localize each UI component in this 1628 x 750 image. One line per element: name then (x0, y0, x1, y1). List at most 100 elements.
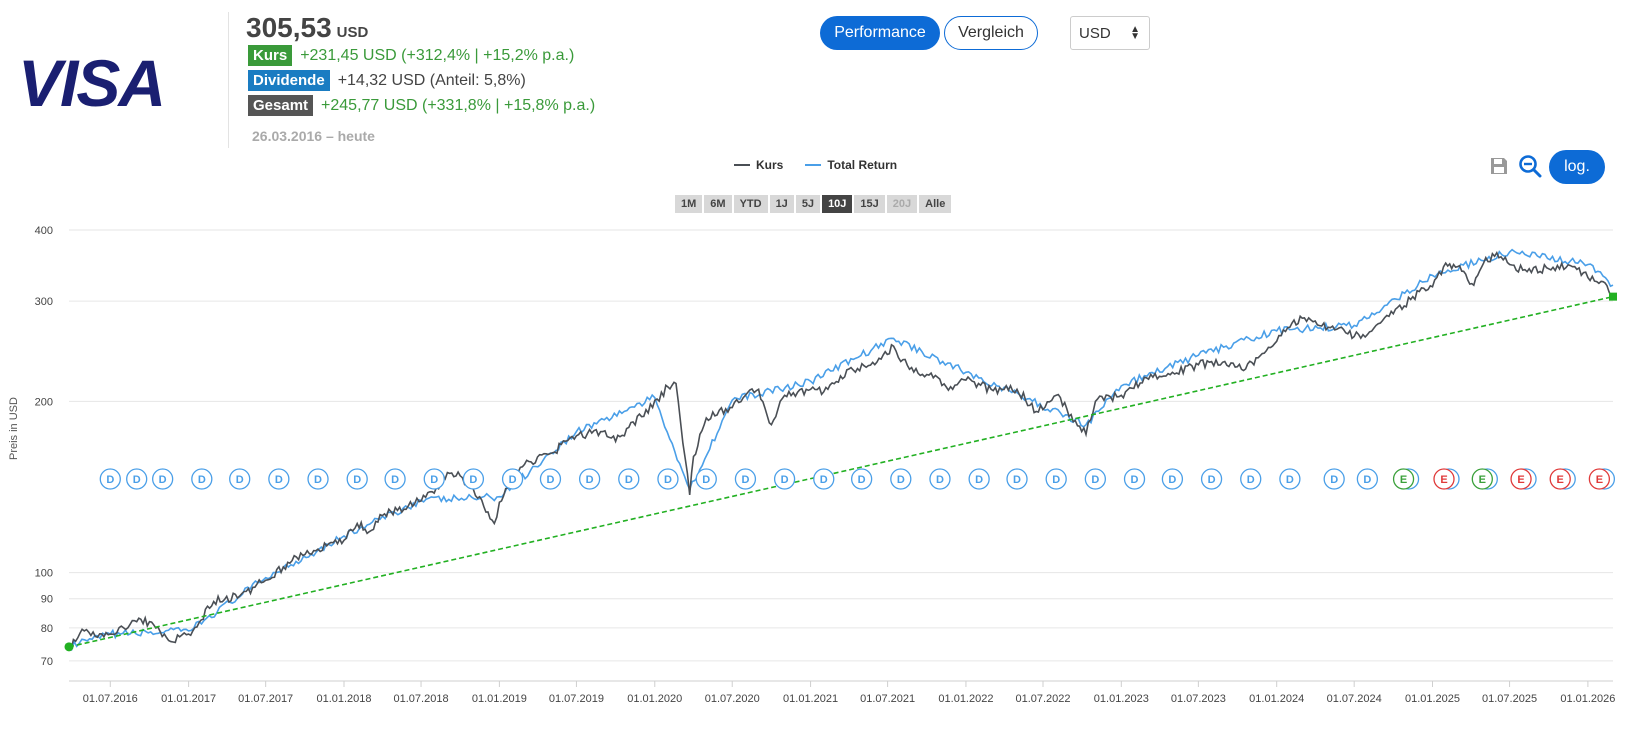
event-marker-dividend[interactable] (929, 468, 951, 490)
event-marker-label: D (106, 474, 114, 486)
event-marker-dividend[interactable] (578, 468, 601, 490)
currency-select[interactable]: USD ▲ ▼ (1070, 16, 1150, 50)
range-button-1j[interactable]: 1J (769, 195, 794, 213)
event-marker-label: D (664, 474, 672, 486)
range-button-5j[interactable]: 5J (795, 195, 821, 213)
event-marker-label: D (975, 474, 983, 486)
legend-item-total-return[interactable]: Total Return (805, 158, 897, 172)
event-marker-dividend[interactable] (126, 468, 148, 490)
price-chart[interactable]: 70 80 90 100 200 300 400 01.07.2016 01.01.2017 01… (0, 210, 1628, 750)
x-tick-label: 01.01.2022 (938, 693, 993, 705)
event-marker-dividend[interactable] (734, 468, 757, 490)
range-button-ytd[interactable]: YTD (733, 195, 768, 213)
event-marker-dividend[interactable] (1161, 468, 1184, 490)
event-marker-label: D (936, 474, 944, 486)
x-tick-label: 01.01.2021 (783, 693, 838, 705)
x-tick-label: 01.07.2024 (1327, 693, 1382, 705)
event-marker-earnings-green[interactable] (1392, 468, 1415, 490)
event-marker-label: D (1208, 474, 1216, 486)
event-marker-label: D (1013, 474, 1021, 486)
event-marker-label: D (702, 474, 710, 486)
event-marker-dividend[interactable] (99, 468, 121, 490)
event-marker-dividend[interactable] (1356, 468, 1379, 490)
event-marker-dividend[interactable] (1240, 468, 1262, 490)
range-button-10j[interactable]: 10J (822, 195, 853, 213)
event-marker-dividend[interactable] (501, 468, 524, 490)
period-label: 26.03.2016 – heute (252, 128, 375, 144)
event-marker-dividend[interactable] (618, 468, 640, 490)
event-marker-dividend[interactable] (1279, 468, 1301, 490)
visa-logo: VISA (18, 46, 166, 118)
range-button-15j[interactable]: 15J (854, 195, 885, 213)
x-tick-label: 01.07.2020 (705, 693, 760, 705)
x-tick-label: 01.01.2023 (1094, 693, 1149, 705)
stat-row-kurs: Kurs +231,45 USD (+312,4% | +15,2% p.a.) (248, 45, 574, 66)
event-marker-dividend[interactable] (1084, 468, 1107, 490)
event-marker-label: D (430, 474, 438, 486)
event-marker-earnings-red[interactable] (1549, 468, 1571, 490)
event-marker-dividend[interactable] (1123, 468, 1146, 490)
event-marker-earnings-red[interactable] (1588, 468, 1611, 490)
range-button-1m[interactable]: 1M (675, 195, 703, 213)
event-marker-dividend[interactable] (384, 468, 406, 490)
x-tick-label: 01.07.2021 (860, 693, 915, 705)
event-marker-label: D (820, 474, 828, 486)
event-marker-label: D (353, 474, 361, 486)
kurs-value: +231,45 USD (+312,4% | +15,2% p.a.) (300, 46, 575, 64)
event-marker-dividend[interactable] (850, 468, 873, 490)
series-line-total-return (68, 248, 1614, 652)
event-marker-dividend[interactable] (813, 468, 835, 490)
event-marker-label: D (133, 474, 141, 486)
current-price: 305,53 USD (246, 12, 368, 44)
range-button-6m[interactable]: 6M (704, 195, 732, 213)
event-marker-dividend[interactable] (657, 468, 679, 490)
x-tick-label: 01.07.2017 (238, 693, 293, 705)
event-marker-label: D (509, 474, 517, 486)
event-marker-dividend[interactable] (346, 468, 368, 490)
event-marker-dividend[interactable] (695, 468, 717, 490)
event-marker-earnings-red[interactable] (1433, 468, 1455, 490)
legend-item-kurs[interactable]: Kurs (734, 158, 783, 172)
x-tick-label: 01.01.2018 (316, 693, 371, 705)
event-marker-label: D (275, 474, 283, 486)
event-marker-label: D (1363, 474, 1371, 486)
event-marker-earnings-red[interactable] (1510, 468, 1532, 490)
event-marker-label: D (159, 474, 167, 486)
event-marker-dividend[interactable] (890, 468, 912, 490)
event-marker-dividend[interactable] (1006, 468, 1028, 490)
event-marker-dividend[interactable] (539, 468, 562, 490)
event-marker-dividend[interactable] (307, 468, 329, 490)
x-tick-label: 01.07.2016 (83, 693, 138, 705)
log-scale-button[interactable]: log. (1549, 150, 1605, 184)
event-marker-dividend[interactable] (968, 468, 990, 490)
event-marker-label: E (1479, 474, 1486, 486)
event-marker-dividend[interactable] (268, 468, 290, 490)
event-marker-dividend[interactable] (462, 468, 485, 490)
x-tick-label: 01.01.2017 (161, 693, 216, 705)
price-currency: USD (336, 24, 369, 41)
event-marker-label: E (1440, 474, 1447, 486)
x-tick-label: 01.07.2018 (394, 693, 449, 705)
save-icon[interactable] (1489, 156, 1509, 176)
event-marker-dividend[interactable] (152, 468, 174, 490)
event-marker-dividend[interactable] (1045, 468, 1067, 490)
series-line-kurs (68, 250, 1614, 651)
zoom-out-icon[interactable] (1518, 154, 1542, 178)
performance-button[interactable]: Performance (820, 16, 940, 50)
event-marker-label: E (1517, 474, 1524, 486)
event-marker-dividend[interactable] (229, 468, 251, 490)
range-button-alle[interactable]: Alle (919, 195, 952, 213)
event-marker-dividend[interactable] (1323, 468, 1345, 490)
legend-line-kurs (734, 164, 750, 166)
vergleich-button[interactable]: Vergleich (944, 16, 1038, 50)
x-tick-label: 01.07.2023 (1171, 693, 1226, 705)
header-divider (228, 12, 229, 148)
price-value: 305,53 (246, 12, 332, 43)
trendline-start-point (64, 642, 74, 652)
event-marker-dividend[interactable] (773, 468, 796, 490)
event-marker-dividend[interactable] (1200, 468, 1223, 490)
event-marker-label: D (781, 474, 789, 486)
event-marker-earnings-green[interactable] (1471, 468, 1493, 490)
event-marker-dividend[interactable] (191, 468, 213, 490)
event-marker-dividend[interactable] (423, 468, 445, 490)
